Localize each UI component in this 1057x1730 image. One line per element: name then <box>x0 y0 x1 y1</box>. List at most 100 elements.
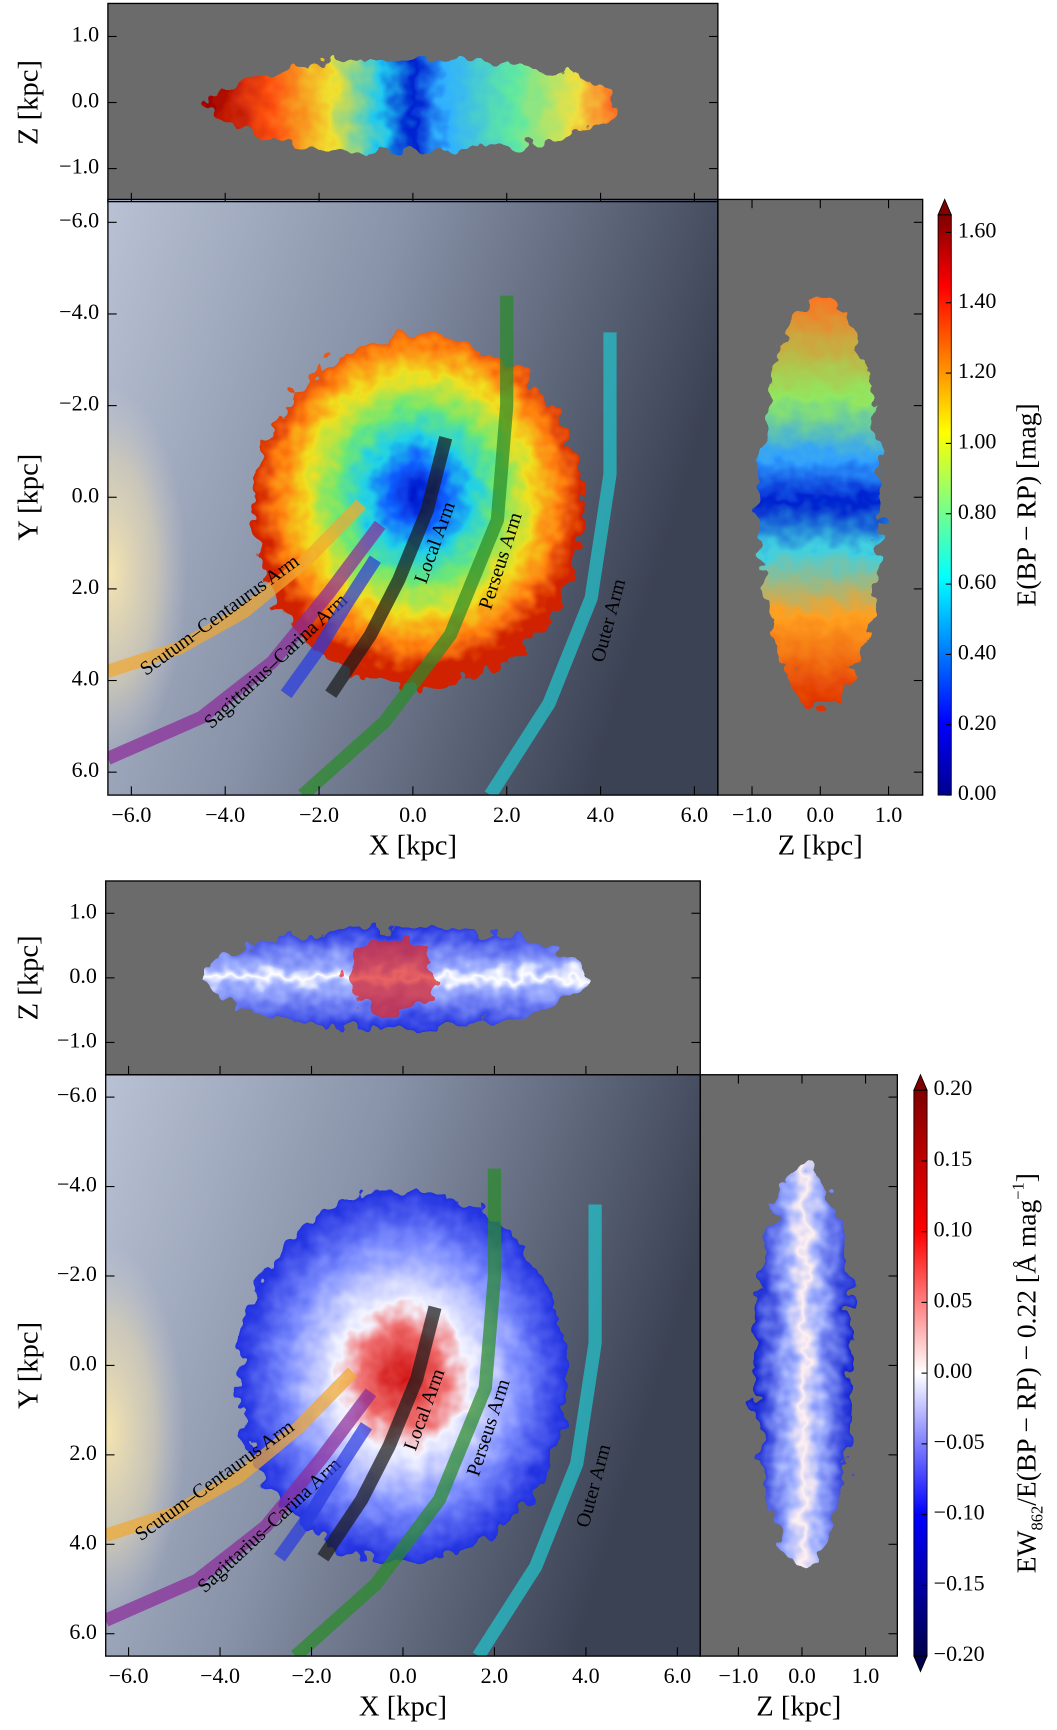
spiral-arm <box>280 555 381 699</box>
x-tick-label: 4.0 <box>587 802 615 827</box>
y-tick-label: 0.0 <box>69 963 97 988</box>
y-tick-label: −6.0 <box>59 207 99 232</box>
x-tick-label: 6.0 <box>681 802 709 827</box>
y-axis-label: Y [kpc] <box>12 1322 44 1409</box>
map-image <box>754 1165 854 1566</box>
y-tick-label: 1.0 <box>72 22 100 47</box>
x-tick-label: 4.0 <box>572 1663 600 1688</box>
colorbar-tick-label: 1.00 <box>958 428 997 453</box>
colorbar-label: EW862/E(BP − RP) − 0.22 [Å mag−1] <box>1009 1173 1047 1573</box>
colorbar-tick-label: −0.05 <box>934 1429 985 1454</box>
x-tick-label: 2.0 <box>481 1663 509 1688</box>
colorbar-label-part: 862 <box>1028 1506 1047 1531</box>
x-tick-label: 1.0 <box>852 1663 880 1688</box>
y-tick-label: 2.0 <box>69 1440 97 1465</box>
colorbar-label-part: E(BP − RP) [mag] <box>1011 403 1042 606</box>
colorbar-tick-label: 0.00 <box>934 1358 973 1383</box>
map-panel <box>107 199 718 796</box>
y-tick-label: −2.0 <box>59 391 99 416</box>
spiral-arm <box>325 436 453 698</box>
colorbar-tick-label: 0.00 <box>958 780 997 805</box>
spiral-arm <box>107 499 366 678</box>
x-tick-label: −2.0 <box>292 1663 332 1688</box>
x-tick-label: 0.0 <box>389 1663 417 1688</box>
map-image <box>346 936 435 1014</box>
colorbar-tick-label: 0.05 <box>934 1287 973 1312</box>
spiral-arm <box>291 1168 502 1657</box>
colorbar-tick-label: −0.10 <box>934 1500 985 1525</box>
x-axis-label: X [kpc] <box>359 1691 447 1723</box>
y-tick-label: −1.0 <box>57 1027 97 1052</box>
y-tick-label: −4.0 <box>59 299 99 324</box>
x-tick-label: −1.0 <box>732 802 772 827</box>
x-tick-label: −2.0 <box>299 802 339 827</box>
y-tick-label: −6.0 <box>57 1082 97 1107</box>
y-tick-label: 4.0 <box>69 1529 97 1554</box>
bulge <box>107 385 188 760</box>
spiral-arm <box>107 520 386 765</box>
x-tick-label: 6.0 <box>664 1663 692 1688</box>
x-tick-label: 0.0 <box>399 802 427 827</box>
colorbar <box>937 214 952 796</box>
y-tick-label: 0.0 <box>69 1350 97 1375</box>
colorbar-tick-label: 0.10 <box>934 1217 973 1242</box>
colorbar-extend <box>937 198 952 216</box>
colorbar-tick-label: 0.60 <box>958 569 997 594</box>
x-tick-label: 2.0 <box>493 802 521 827</box>
colorbar-label-part: ] <box>1011 1173 1042 1182</box>
colorbar-tick-label: 0.80 <box>958 499 997 524</box>
colorbar-label-part: −1 <box>1009 1182 1028 1200</box>
map-image <box>759 294 881 709</box>
y-tick-label: −1.0 <box>59 154 99 179</box>
x-axis-label: X [kpc] <box>369 829 457 861</box>
y-tick-label: 0.0 <box>72 88 100 113</box>
spiral-arm <box>274 1422 372 1562</box>
spiral-arm <box>105 1388 377 1627</box>
colorbar-tick-label: 0.40 <box>958 639 997 664</box>
x-tick-label: 0.0 <box>807 802 835 827</box>
y-axis-label: Z [kpc] <box>12 935 44 1020</box>
y-tick-label: 4.0 <box>72 666 100 691</box>
y-axis-label: Z [kpc] <box>12 60 44 145</box>
colorbar-label: E(BP − RP) [mag] <box>1011 403 1042 606</box>
x-tick-label: −1.0 <box>718 1663 758 1688</box>
spiral-arm <box>472 1204 602 1657</box>
colorbar-tick-label: 0.15 <box>934 1146 973 1171</box>
x-tick-label: −6.0 <box>109 1663 149 1688</box>
colorbar-tick-label: 1.40 <box>958 288 997 313</box>
colorbar-tick-label: −0.15 <box>934 1570 985 1595</box>
spiral-arm <box>298 295 514 796</box>
y-tick-label: 1.0 <box>69 898 97 923</box>
y-tick-label: −4.0 <box>57 1172 97 1197</box>
x-tick-label: −4.0 <box>200 1663 240 1688</box>
colorbar-tick-label: 0.20 <box>934 1075 973 1100</box>
map-image <box>209 58 617 151</box>
spiral-arm <box>105 1367 358 1542</box>
x-axis-label: Z [kpc] <box>778 829 863 861</box>
y-axis-label: Y [kpc] <box>12 454 44 541</box>
colorbar-label-part: /E(BP − RP) − 0.22 [Å mag <box>1011 1200 1042 1506</box>
x-axis-label: Z [kpc] <box>756 1691 841 1723</box>
y-tick-label: −2.0 <box>57 1261 97 1286</box>
colorbar-tick-label: −0.20 <box>934 1641 985 1666</box>
colorbar-tick-label: 1.20 <box>958 358 997 383</box>
y-tick-label: 2.0 <box>72 574 100 599</box>
colorbar-extend <box>913 1655 928 1673</box>
y-tick-label: 6.0 <box>72 757 100 782</box>
y-tick-label: 0.0 <box>72 482 100 507</box>
spiral-arm <box>317 1305 442 1562</box>
y-tick-label: 6.0 <box>69 1619 97 1644</box>
x-tick-label: −4.0 <box>205 802 245 827</box>
x-tick-label: 0.0 <box>788 1663 816 1688</box>
bulge <box>105 1244 185 1619</box>
x-tick-label: −6.0 <box>111 802 151 827</box>
colorbar-extend <box>913 1073 928 1091</box>
map-panel <box>105 1074 701 1657</box>
colorbar-tick-label: 0.20 <box>958 710 997 735</box>
colorbar-label-part: EW <box>1011 1530 1042 1573</box>
x-tick-label: 1.0 <box>875 802 903 827</box>
spiral-arm <box>484 332 617 796</box>
colorbar-tick-label: 1.60 <box>958 217 997 242</box>
